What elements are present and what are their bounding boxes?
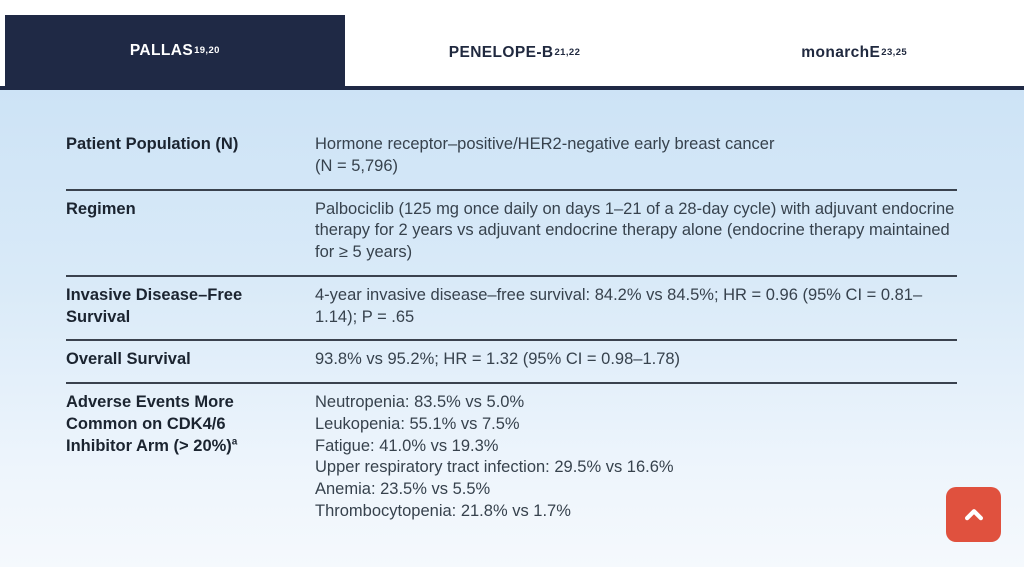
- table-row-patient-population: Patient Population (N) Hormone receptor–…: [66, 126, 957, 191]
- row-value: 93.8% vs 95.2%; HR = 1.32 (95% CI = 0.98…: [315, 350, 681, 369]
- trial-tab-bar: PALLAS 19,20 PENELOPE-B 21,22 monarchE 23,2…: [0, 15, 1024, 90]
- row-label: Overall Survival: [66, 350, 191, 369]
- back-to-top-button[interactable]: [946, 487, 1001, 542]
- row-label: Invasive Disease–Free Survival: [66, 285, 243, 326]
- tab-penelope-b[interactable]: PENELOPE-B 21,22: [344, 20, 685, 86]
- tab-pallas[interactable]: PALLAS 19,20: [5, 15, 345, 86]
- tab-penelope-b-label: PENELOPE-B: [448, 44, 554, 61]
- tab-monarche-label: monarchE: [801, 44, 881, 61]
- table-row-overall-survival: Overall Survival 93.8% vs 95.2%; HR = 1.…: [66, 341, 957, 385]
- trial-detail-panel: Patient Population (N) Hormone receptor–…: [0, 90, 1024, 567]
- row-value: Neutropenia: 83.5% vs 5.0% Leukopenia: 5…: [315, 393, 674, 520]
- table-row-regimen: Regimen Palbociclib (125 mg once daily o…: [66, 191, 957, 277]
- row-value: Palbociclib (125 mg once daily on days 1…: [315, 199, 955, 262]
- row-label: Adverse Events More Common on CDK4/6 Inh…: [66, 393, 238, 455]
- chevron-up-icon: [959, 500, 989, 530]
- trial-summary-table: Patient Population (N) Hormone receptor–…: [66, 90, 957, 534]
- row-value: Hormone receptor–positive/HER2-negative …: [315, 135, 775, 175]
- table-row-adverse-events: Adverse Events More Common on CDK4/6 Inh…: [66, 384, 957, 534]
- row-value: 4-year invasive disease–free survival: 8…: [315, 285, 923, 326]
- row-label: Regimen: [66, 199, 136, 218]
- row-label: Patient Population (N): [66, 135, 239, 153]
- tab-monarche[interactable]: monarchE 23,25: [684, 20, 1024, 86]
- tab-pallas-label: PALLAS: [129, 41, 194, 59]
- table-row-invasive-disease-free-survival: Invasive Disease–Free Survival 4-year in…: [66, 277, 957, 342]
